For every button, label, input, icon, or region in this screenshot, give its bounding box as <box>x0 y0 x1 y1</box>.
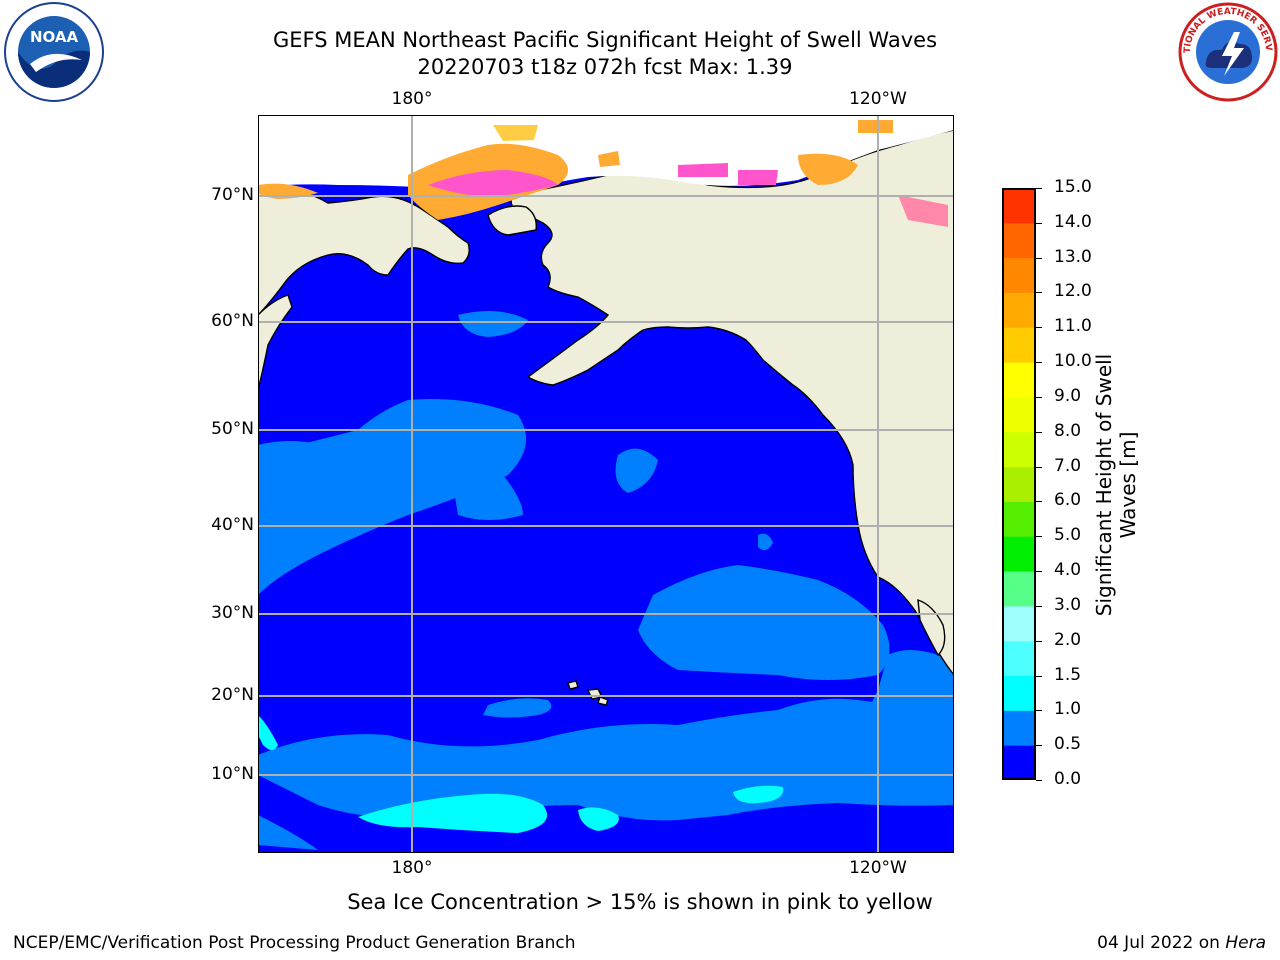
lat-label-50n: 50°N <box>211 419 254 439</box>
colorbar-segment <box>1002 431 1036 468</box>
colorbar-tick-mark <box>1036 327 1042 329</box>
noaa-logo-text: NOAA <box>30 28 79 46</box>
colorbar-segment <box>1002 745 1036 780</box>
footer-host: Hera <box>1225 933 1266 953</box>
colorbar-tick-label: 9.0 <box>1054 385 1082 406</box>
lon-label-bottom-120w: 120°W <box>849 858 907 878</box>
colorbar-segment <box>1002 571 1036 607</box>
colorbar-tick-mark <box>1036 257 1042 259</box>
colorbar-segment <box>1002 710 1036 746</box>
lat-label-60n: 60°N <box>211 311 254 331</box>
colorbar-segment <box>1002 292 1036 328</box>
nws-logo: NATIONAL WEATHER SERVICE <box>1178 2 1278 102</box>
colorbar-frame <box>1002 188 1036 780</box>
footer-credit: NCEP/EMC/Verification Post Processing Pr… <box>13 933 576 953</box>
colorbar-tick-label: 8.0 <box>1054 420 1082 441</box>
colorbar-tick-label: 7.0 <box>1054 455 1082 476</box>
colorbar-tick-mark <box>1036 501 1042 503</box>
colorbar-tick-label: 3.0 <box>1054 594 1082 615</box>
colorbar-tick-mark <box>1036 188 1042 189</box>
colorbar-tick-mark <box>1036 466 1042 468</box>
colorbar-tick-label: 4.0 <box>1054 560 1082 581</box>
colorbar <box>1002 188 1036 780</box>
colorbar-tick-label: 14.0 <box>1054 211 1092 232</box>
lon-label-top-120w: 120°W <box>849 89 907 109</box>
colorbar-tick-mark <box>1036 222 1042 224</box>
colorbar-tick-mark <box>1036 605 1042 607</box>
swell-height-map <box>258 115 954 853</box>
colorbar-tick-mark <box>1036 640 1042 642</box>
colorbar-segment <box>1002 605 1036 642</box>
colorbar-label: Significant Height of Swell Waves [m] <box>1092 354 1140 616</box>
lat-label-20n: 20°N <box>211 685 254 705</box>
colorbar-segment <box>1002 362 1036 398</box>
colorbar-label-line2: Waves [m] <box>1116 431 1140 539</box>
colorbar-segment <box>1002 257 1036 293</box>
colorbar-tick-label: 13.0 <box>1054 246 1092 267</box>
colorbar-tick-mark <box>1036 745 1042 747</box>
colorbar-tick-label: 15.0 <box>1054 177 1092 197</box>
lon-label-bottom-180: 180° <box>391 858 433 878</box>
lat-label-40n: 40°N <box>211 515 254 535</box>
footer-date: 04 Jul 2022 on Hera <box>1097 933 1266 953</box>
colorbar-segment <box>1002 501 1036 537</box>
colorbar-tick-mark <box>1036 710 1042 712</box>
colorbar-tick-mark <box>1036 675 1042 677</box>
lon-label-top-180: 180° <box>391 89 433 109</box>
colorbar-tick-label: 11.0 <box>1054 316 1092 337</box>
colorbar-segment <box>1002 327 1036 363</box>
colorbar-label-line1: Significant Height of Swell <box>1092 353 1116 617</box>
colorbar-tick-label: 6.0 <box>1054 490 1082 511</box>
colorbar-tick-label: 0.0 <box>1054 769 1082 789</box>
colorbar-tick-mark <box>1036 396 1042 398</box>
swell-1-0-1-5-regions <box>258 715 784 833</box>
colorbar-tick-mark <box>1036 362 1042 364</box>
noaa-logo: NOAA <box>4 2 104 102</box>
sea-ice-note: Sea Ice Concentration > 15% is shown in … <box>347 890 933 914</box>
colorbar-tick-label: 12.0 <box>1054 281 1092 302</box>
colorbar-segment <box>1002 222 1036 259</box>
lat-label-70n: 70°N <box>211 185 254 205</box>
map-subtitle: 20220703 t18z 072h fcst Max: 1.39 <box>417 55 793 79</box>
colorbar-segment <box>1002 396 1036 433</box>
colorbar-tick-mark <box>1036 536 1042 538</box>
colorbar-tick-label: 1.0 <box>1054 699 1082 720</box>
footer-date-text: 04 Jul 2022 on <box>1097 933 1220 953</box>
colorbar-tick-label: 10.0 <box>1054 351 1092 372</box>
gridlines <box>258 115 954 853</box>
colorbar-segment <box>1002 188 1036 224</box>
sea-ice-concentration <box>258 120 948 227</box>
colorbar-tick-mark <box>1036 431 1042 433</box>
colorbar-tick-mark <box>1036 571 1042 573</box>
lat-label-10n: 10°N <box>211 764 254 784</box>
colorbar-tick-label: 1.5 <box>1054 664 1082 685</box>
colorbar-segment <box>1002 675 1036 711</box>
colorbar-tick-mark <box>1036 780 1042 781</box>
lat-label-30n: 30°N <box>211 603 254 623</box>
map-title: GEFS MEAN Northeast Pacific Significant … <box>272 28 938 52</box>
colorbar-segment <box>1002 536 1036 572</box>
colorbar-tick-label: 2.0 <box>1054 629 1082 650</box>
colorbar-tick-label: 0.5 <box>1054 734 1082 755</box>
colorbar-segment <box>1002 640 1036 677</box>
colorbar-tick-label: 5.0 <box>1054 525 1082 546</box>
colorbar-tick-mark <box>1036 292 1042 294</box>
colorbar-segment <box>1002 466 1036 502</box>
